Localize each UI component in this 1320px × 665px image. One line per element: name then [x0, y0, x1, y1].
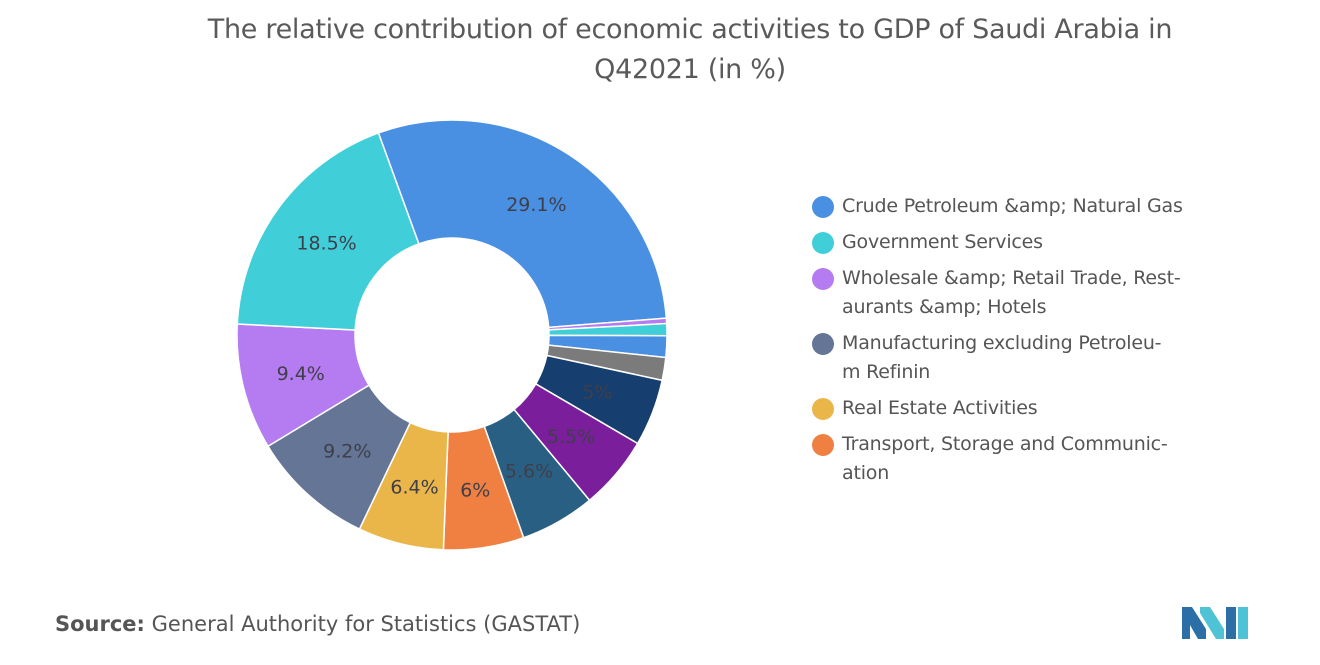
legend-item: Wholesale &amp; Retail Trade, Rest-auran… — [812, 264, 1232, 322]
legend-label-line: aurants &amp; Hotels — [842, 296, 1047, 318]
slice-value-label: 18.5% — [296, 232, 356, 254]
legend-label-line: Real Estate Activities — [842, 397, 1038, 419]
legend-label-line: Crude Petroleum &amp; Natural Gas — [842, 195, 1183, 217]
legend-label: Manufacturing excluding Petroleu-m Refin… — [842, 329, 1212, 387]
legend-label-line: Government Services — [842, 231, 1043, 253]
donut-slice — [236, 132, 420, 331]
legend-item: Real Estate Activities — [812, 394, 1232, 423]
legend-label: Crude Petroleum &amp; Natural Gas — [842, 192, 1212, 221]
chart-title: The relative contribution of economic ac… — [140, 10, 1240, 90]
slice-value-label: 5.5% — [547, 426, 595, 448]
slice-value-label: 9.2% — [323, 441, 371, 463]
slice-value-label: 9.4% — [277, 363, 325, 385]
legend-item: Crude Petroleum &amp; Natural Gas — [812, 192, 1232, 221]
legend-swatch — [812, 232, 834, 254]
legend-label-line: m Refinin — [842, 361, 931, 383]
slice-value-label: 6.4% — [390, 476, 438, 498]
legend-label: Government Services — [842, 228, 1212, 257]
source-key: Source: — [55, 612, 145, 636]
slice-value-label: 5.6% — [505, 461, 553, 483]
source-text: General Authority for Statistics (GASTAT… — [151, 612, 581, 636]
legend-label-line: Wholesale &amp; Retail Trade, Rest- — [842, 267, 1181, 289]
legend-item: Manufacturing excluding Petroleu-m Refin… — [812, 329, 1232, 387]
legend-item: Government Services — [812, 228, 1232, 257]
legend-item: Transport, Storage and Communic-ation — [812, 430, 1232, 488]
mordor-intelligence-logo-icon — [1182, 607, 1248, 639]
legend-label-line: ation — [842, 462, 890, 484]
slice-value-label: 29.1% — [506, 194, 566, 216]
donut-slices — [236, 119, 668, 551]
legend-swatch — [812, 333, 834, 355]
legend-swatch — [812, 434, 834, 456]
legend-swatch — [812, 196, 834, 218]
chart-title-line-1: The relative contribution of economic ac… — [207, 14, 1173, 45]
source-note: Source: General Authority for Statistics… — [55, 612, 580, 636]
legend-swatch — [812, 398, 834, 420]
chart-legend: Crude Petroleum &amp; Natural Gas Governm… — [812, 192, 1232, 495]
legend-label-line: Manufacturing excluding Petroleu- — [842, 332, 1162, 354]
donut-slice-labels: 29.1% 5% 5.5% 5.6% 6% 6.4% 9.2% 9.4% 18.5% — [277, 194, 613, 501]
chart-title-line-2: Q42021 (in %) — [594, 54, 786, 85]
donut-slice — [377, 119, 668, 329]
legend-label-line: Transport, Storage and Communic- — [842, 433, 1168, 455]
legend-label: Wholesale &amp; Retail Trade, Rest-auran… — [842, 264, 1212, 322]
slice-value-label: 6% — [460, 479, 490, 501]
legend-swatch — [812, 268, 834, 290]
slice-value-label: 5% — [582, 382, 612, 404]
legend-label: Real Estate Activities — [842, 394, 1212, 423]
legend-label: Transport, Storage and Communic-ation — [842, 430, 1212, 488]
